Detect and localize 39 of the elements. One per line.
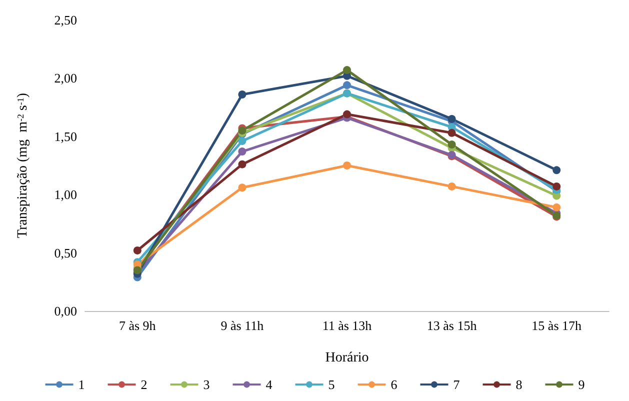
x-tick-label: 13 às 15h	[426, 318, 478, 333]
y-tick-label: 1,00	[54, 187, 77, 202]
y-tick-label: 2,50	[54, 12, 77, 28]
x-tick-label: 11 às 13h	[322, 318, 372, 333]
point	[552, 182, 561, 190]
legend-label: 2	[140, 377, 148, 392]
legend-label: 1	[78, 377, 85, 392]
point	[552, 203, 561, 212]
point	[133, 246, 142, 254]
point	[448, 140, 456, 149]
x-tick-label: 7 às 9h	[118, 318, 156, 333]
point	[343, 81, 351, 90]
x-axis-title: Horário	[325, 350, 369, 366]
y-tick-label: 0,50	[54, 245, 77, 260]
y-tick-label: 0,00	[54, 304, 77, 318]
y-axis-title: Transpiração (mg m-2 s-1)	[16, 92, 30, 238]
point	[448, 114, 456, 123]
point	[238, 90, 246, 98]
point	[238, 184, 246, 192]
point	[343, 162, 351, 170]
y-tick-label: 2,00	[54, 70, 77, 86]
point	[238, 148, 246, 156]
legend-label: 6	[390, 377, 398, 392]
legend-label: 8	[516, 377, 522, 392]
point	[238, 137, 246, 146]
x-tick-label: 15 às 17h	[532, 318, 582, 333]
legend-label: 3	[203, 377, 210, 392]
legend-label: 9	[578, 377, 585, 392]
point	[552, 166, 561, 174]
point	[448, 128, 456, 137]
point	[343, 66, 351, 74]
legend-label: 7	[453, 377, 460, 392]
legend-label: 4	[266, 377, 273, 392]
legend-label: 5	[328, 377, 335, 392]
point	[238, 160, 246, 168]
point	[343, 110, 351, 118]
x-tick-label: 9 às 11h	[220, 318, 264, 333]
y-tick-label: 1,50	[54, 128, 77, 144]
point	[448, 182, 456, 190]
